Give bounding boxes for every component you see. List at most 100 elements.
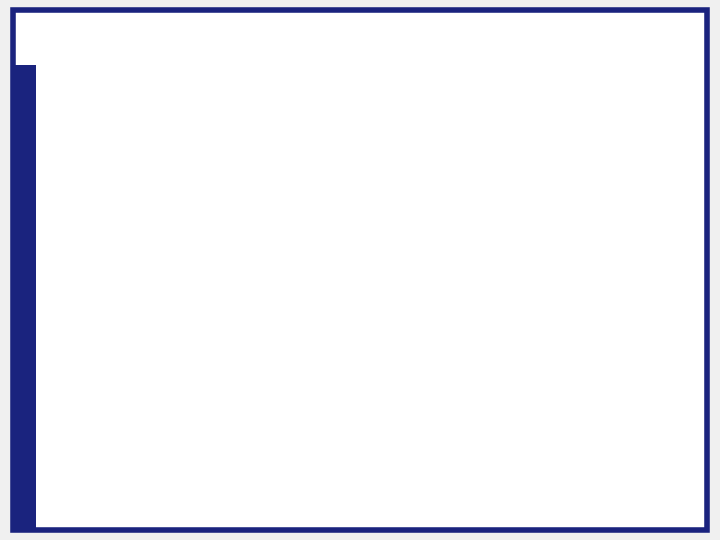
- Text: 12.41%: 12.41%: [459, 198, 499, 208]
- Text: 5.13%: 5.13%: [278, 219, 311, 229]
- Text: 9.83%: 9.83%: [647, 198, 680, 208]
- Text: 0.00%: 0.00%: [278, 281, 311, 292]
- Bar: [433, 276, 525, 297]
- Text: 1,009,452.00: 1,009,452.00: [266, 344, 323, 353]
- Text: 0.00%: 0.00%: [554, 323, 588, 333]
- Bar: [617, 172, 709, 193]
- Text: models years sold new in 2013 calendar year.: models years sold new in 2013 calendar y…: [65, 387, 305, 397]
- Bar: [617, 297, 709, 318]
- Bar: [341, 297, 433, 318]
- Text: 75.98%: 75.98%: [551, 177, 591, 187]
- Bar: [617, 276, 709, 297]
- Bar: [65, 297, 248, 318]
- Bar: [248, 297, 341, 318]
- Text: Hybrid: Hybrid: [73, 219, 112, 229]
- Text: 7.36%: 7.36%: [554, 219, 588, 229]
- Bar: [341, 338, 433, 359]
- Text: CALIFORNIA: CALIFORNIA: [48, 59, 82, 64]
- Text: Hydrogen: Hydrogen: [73, 323, 130, 333]
- Bar: [248, 255, 341, 276]
- Bar: [248, 151, 341, 172]
- Bar: [617, 234, 709, 255]
- Circle shape: [23, 19, 107, 72]
- Text: 0.04%: 0.04%: [647, 302, 680, 312]
- Circle shape: [30, 23, 101, 68]
- Text: Percent* of Total LDV Sales:: Percent* of Total LDV Sales:: [147, 72, 627, 101]
- Bar: [341, 193, 433, 213]
- Text: 1,774,719.00: 1,774,719.00: [450, 344, 508, 353]
- Text: 1.78%: 1.78%: [647, 260, 680, 271]
- Bar: [433, 172, 525, 193]
- Text: 0.09%: 0.09%: [462, 302, 495, 312]
- Text: 6.29%: 6.29%: [462, 219, 495, 229]
- Bar: [525, 255, 617, 276]
- Bar: [433, 338, 525, 359]
- Text: 1,419,722.00: 1,419,722.00: [358, 344, 415, 353]
- Bar: [525, 276, 617, 297]
- Bar: [617, 151, 709, 172]
- Bar: [65, 151, 248, 172]
- Text: Ethanol: Ethanol: [73, 198, 117, 208]
- Bar: [248, 193, 341, 213]
- Bar: [248, 318, 341, 338]
- Bar: [341, 318, 433, 338]
- Bar: [525, 172, 617, 193]
- Text: 80.55%: 80.55%: [367, 177, 407, 187]
- Bar: [525, 318, 617, 338]
- Text: Fuel/Technology Type: Fuel/Technology Type: [73, 157, 203, 167]
- Text: 0.47%: 0.47%: [370, 281, 403, 292]
- Text: 2011: 2011: [372, 157, 402, 167]
- Bar: [525, 213, 617, 234]
- Circle shape: [53, 35, 78, 51]
- Bar: [617, 338, 709, 359]
- Text: * Percent of same model year sales of same calendar year total new vehicle sales: * Percent of same model year sales of sa…: [65, 367, 549, 377]
- Bar: [433, 255, 525, 276]
- Bar: [433, 234, 525, 255]
- Bar: [65, 318, 248, 338]
- Text: 78.66%: 78.66%: [643, 177, 683, 187]
- Bar: [617, 193, 709, 213]
- Bar: [341, 234, 433, 255]
- Text: 0.14%: 0.14%: [370, 260, 403, 271]
- Text: 2014: 2014: [648, 157, 678, 167]
- Bar: [525, 338, 617, 359]
- Text: 0.03%: 0.03%: [554, 302, 588, 312]
- Text: 0.00%: 0.00%: [647, 323, 680, 333]
- Text: 8.09%: 8.09%: [278, 198, 311, 208]
- Bar: [433, 151, 525, 172]
- Text: 2,130,627.00: 2,130,627.00: [634, 344, 692, 353]
- Bar: [65, 172, 248, 193]
- Bar: [248, 213, 341, 234]
- Text: ** New Vehicle sales is the sum of all model years sold new in the calendar year: ** New Vehicle sales is the sum of all m…: [65, 425, 544, 435]
- Text: 1.77%: 1.77%: [554, 240, 588, 250]
- Text: 11.84%: 11.84%: [366, 198, 407, 208]
- Text: 4.83%: 4.83%: [370, 219, 403, 229]
- Text: 6.03%: 6.03%: [647, 219, 680, 229]
- Text: 2.09%: 2.09%: [370, 240, 403, 250]
- Text: 1.85%: 1.85%: [462, 240, 495, 250]
- Text: 2009, 2010, 2011 model years sold new in 2010 calendar year.: 2009, 2010, 2011 model years sold new in…: [65, 445, 394, 455]
- Text: 0.00%: 0.00%: [278, 260, 311, 271]
- Text: 0.00%: 0.00%: [370, 323, 403, 333]
- Text: Electric: Electric: [73, 281, 117, 292]
- Bar: [65, 276, 248, 297]
- Bar: [65, 255, 248, 276]
- Bar: [341, 276, 433, 297]
- Text: 0.04%: 0.04%: [278, 302, 311, 312]
- Text: 0.00%: 0.00%: [278, 323, 311, 333]
- Text: 1.21%: 1.21%: [554, 281, 588, 292]
- Text: 78.27%: 78.27%: [459, 177, 499, 187]
- Bar: [525, 297, 617, 318]
- Text: Plug-in hybrid: Plug-in hybrid: [73, 260, 156, 271]
- Bar: [248, 338, 341, 359]
- Bar: [341, 213, 433, 234]
- Bar: [617, 213, 709, 234]
- Bar: [433, 193, 525, 213]
- Bar: [341, 151, 433, 172]
- Bar: [433, 213, 525, 234]
- Bar: [525, 193, 617, 213]
- Bar: [248, 172, 341, 193]
- Text: 1,976,345.00: 1,976,345.00: [542, 344, 600, 353]
- Text: 12.06%: 12.06%: [552, 198, 591, 208]
- Text: Increasing Preferences for PEVs?: Increasing Preferences for PEVs?: [192, 122, 582, 142]
